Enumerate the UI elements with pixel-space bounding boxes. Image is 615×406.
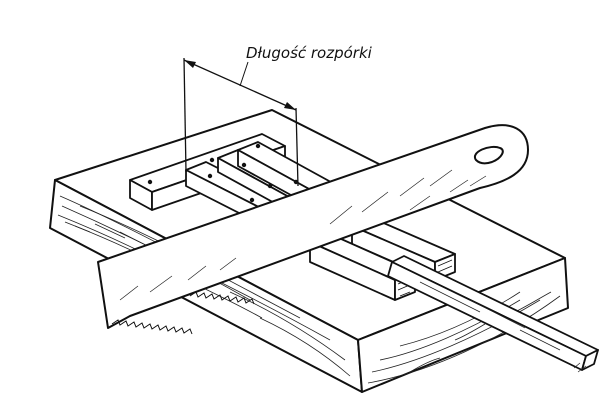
base-board-grain bbox=[57, 195, 561, 384]
saw-blade bbox=[97, 124, 529, 329]
dimension-label: Długość rozpórki bbox=[246, 44, 373, 62]
label-leader bbox=[239, 61, 249, 87]
saw-shading bbox=[119, 169, 487, 301]
saw-teeth bbox=[111, 291, 255, 335]
base-board-right-face bbox=[357, 257, 569, 393]
strut-grain bbox=[419, 281, 587, 373]
dimension-arrows bbox=[184, 60, 296, 110]
strut-stick bbox=[387, 255, 599, 371]
saw-handle-slot bbox=[473, 146, 504, 165]
